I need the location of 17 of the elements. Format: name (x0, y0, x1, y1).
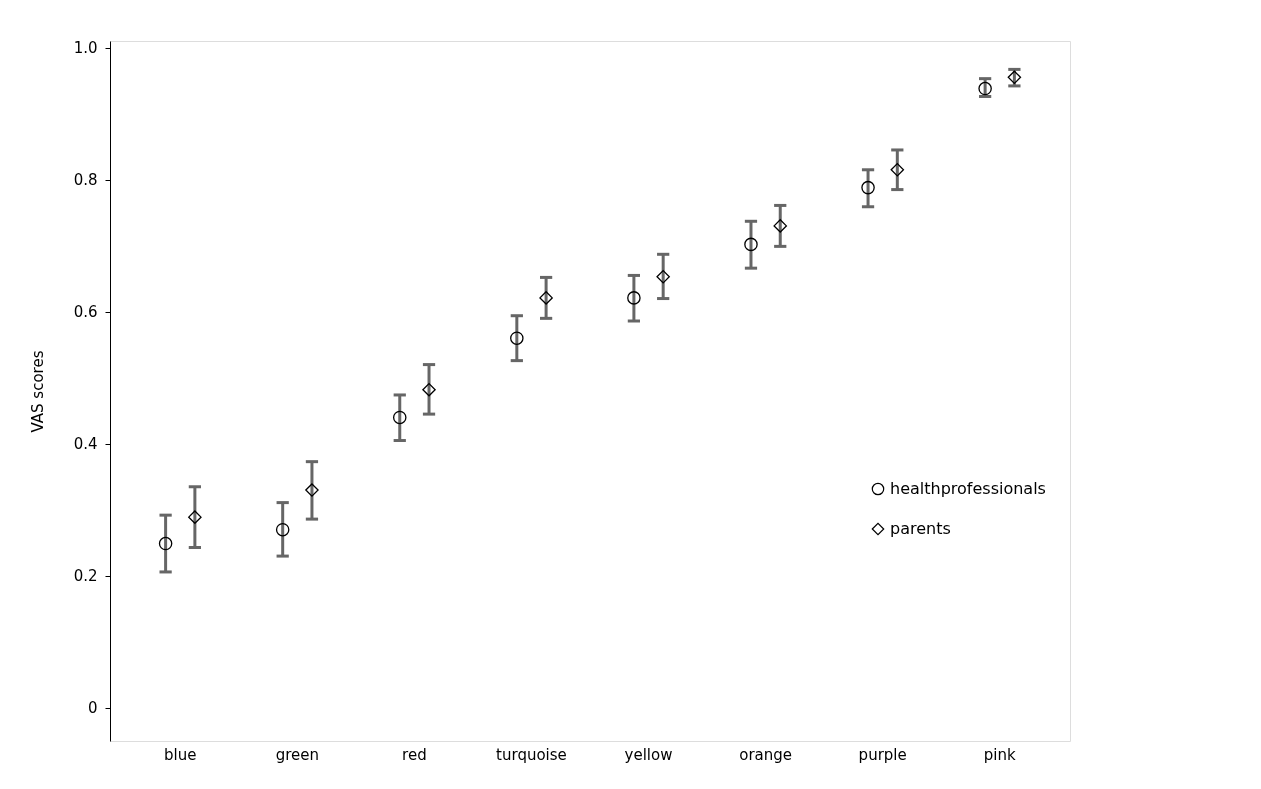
x-tick-label: blue (164, 745, 197, 764)
legend-label: healthprofessionals (890, 479, 1046, 498)
x-tick-label: red (402, 745, 427, 764)
y-axis-title: VAS scores (28, 350, 47, 433)
x-tick-label: green (275, 745, 319, 764)
legend-label: parents (890, 519, 951, 538)
x-tick-label: yellow (624, 745, 673, 764)
x-tick-label: orange (739, 745, 793, 764)
x-tick-label: turquoise (496, 745, 567, 764)
x-tick-label: purple (858, 745, 907, 764)
y-tick-label: 0.4 (73, 435, 98, 454)
y-tick-label: 0.8 (73, 171, 98, 190)
y-tick-label: 0.2 (73, 567, 98, 586)
y-tick-label: 0.6 (73, 303, 98, 322)
x-tick-label: pink (983, 745, 1017, 764)
y-tick-label: 1.0 (73, 39, 98, 58)
y-tick-label: 0 (87, 699, 98, 718)
